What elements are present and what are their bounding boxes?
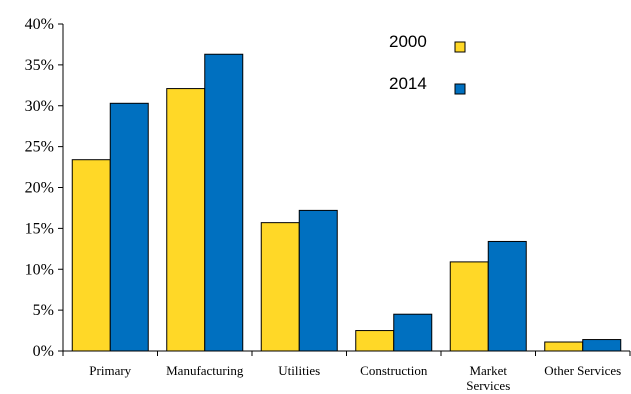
legend-label-2000: 2000 [389,32,427,51]
bar-2000-market-services [449,261,489,352]
y-tick-label: 20% [25,180,54,197]
bar-2014-other-services [582,339,622,352]
legend-label-2014: 2014 [389,74,427,93]
x-category-label: Manufacturing [166,363,244,378]
bar-2014-construction [393,313,433,352]
legend-swatch-2014 [454,83,466,95]
x-category-label: Other Services [544,363,621,378]
y-tick-label: 35% [25,57,54,74]
legend: 2000 2014 [389,32,466,95]
bar-2000-primary [71,159,111,352]
bar-2014-utilities [298,209,338,352]
legend-swatch-2000 [454,41,466,53]
y-tick-label: 30% [25,98,54,115]
bar-2000-construction [355,330,395,352]
x-axis: Primary Manufacturing Utilities Constructio… [62,350,631,393]
x-category-label: Construction [360,363,428,378]
x-category-label: Primary [89,363,131,378]
y-tick-label: 0% [33,343,54,360]
bar-2014-manufacturing [204,53,244,352]
x-category-label: Services [466,378,510,393]
y-tick-label: 10% [25,261,54,278]
y-tick-label: 5% [33,302,54,319]
bar-2014-market-services [487,240,527,352]
bars [71,53,622,352]
y-axis: 0% 5% 10% 15% 20% 25% 30% 35% 40% [25,16,64,360]
x-category-label: Utilities [278,363,320,378]
bar-2000-other-services [544,341,584,352]
bar-2014-primary [109,102,149,352]
y-tick-label: 15% [25,220,54,237]
x-category-label: Market [469,363,507,378]
bar-2000-utilities [260,222,300,352]
bar-2000-manufacturing [166,88,206,352]
y-tick-label: 40% [25,16,54,33]
y-tick-label: 25% [25,139,54,156]
